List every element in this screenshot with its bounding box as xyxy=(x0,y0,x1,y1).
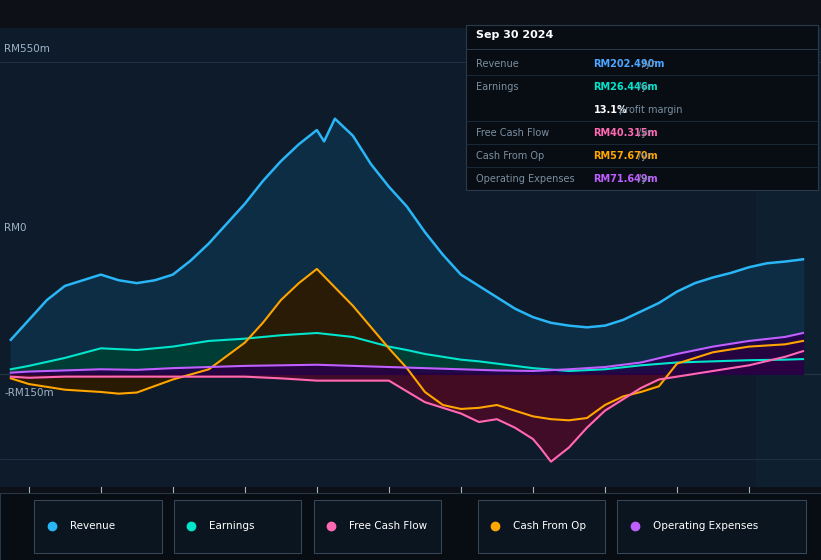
Text: 2017: 2017 xyxy=(232,512,258,522)
FancyBboxPatch shape xyxy=(314,500,441,553)
Text: 2024: 2024 xyxy=(736,512,762,522)
Text: Free Cash Flow: Free Cash Flow xyxy=(349,521,427,531)
FancyBboxPatch shape xyxy=(34,500,162,553)
Text: RM26.446m: RM26.446m xyxy=(594,82,658,92)
Text: RM40.315m: RM40.315m xyxy=(594,128,658,138)
Text: /yr: /yr xyxy=(642,59,655,69)
Text: 2014: 2014 xyxy=(16,512,42,522)
Text: RM0: RM0 xyxy=(4,223,26,233)
FancyBboxPatch shape xyxy=(478,500,605,553)
Text: Operating Expenses: Operating Expenses xyxy=(653,521,758,531)
Text: RM57.670m: RM57.670m xyxy=(594,151,658,161)
Text: Revenue: Revenue xyxy=(476,59,519,69)
Text: -RM150m: -RM150m xyxy=(4,388,53,398)
Text: /yr: /yr xyxy=(638,174,650,184)
Text: 2023: 2023 xyxy=(663,512,690,522)
Text: /yr: /yr xyxy=(638,82,650,92)
Text: RM550m: RM550m xyxy=(4,44,50,54)
Text: 2019: 2019 xyxy=(376,512,402,522)
Text: /yr: /yr xyxy=(638,151,650,161)
Text: Free Cash Flow: Free Cash Flow xyxy=(476,128,549,138)
Text: 2018: 2018 xyxy=(304,512,330,522)
Text: Cash From Op: Cash From Op xyxy=(513,521,586,531)
Text: Sep 30 2024: Sep 30 2024 xyxy=(476,30,553,40)
Text: 2016: 2016 xyxy=(159,512,186,522)
Text: RM202.490m: RM202.490m xyxy=(594,59,665,69)
FancyBboxPatch shape xyxy=(617,500,806,553)
Text: 13.1%: 13.1% xyxy=(594,105,627,115)
FancyBboxPatch shape xyxy=(174,500,301,553)
Text: 2022: 2022 xyxy=(592,512,618,522)
Text: Revenue: Revenue xyxy=(70,521,115,531)
Text: Earnings: Earnings xyxy=(209,521,255,531)
Text: 2015: 2015 xyxy=(88,512,114,522)
Text: profit margin: profit margin xyxy=(620,105,683,115)
Text: Operating Expenses: Operating Expenses xyxy=(476,174,575,184)
Text: 2020: 2020 xyxy=(447,512,474,522)
Text: 2021: 2021 xyxy=(520,512,546,522)
Bar xyxy=(756,28,821,487)
Text: Cash From Op: Cash From Op xyxy=(476,151,544,161)
Text: RM71.649m: RM71.649m xyxy=(594,174,658,184)
Text: /yr: /yr xyxy=(638,128,650,138)
Text: Earnings: Earnings xyxy=(476,82,519,92)
